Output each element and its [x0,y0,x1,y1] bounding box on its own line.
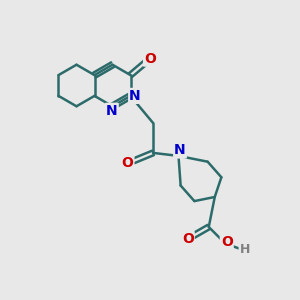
Text: N: N [129,89,141,103]
Text: O: O [182,232,194,246]
Text: H: H [240,243,250,256]
Text: O: O [221,235,233,249]
Text: O: O [144,52,156,66]
Text: N: N [106,104,118,118]
Text: N: N [174,143,186,158]
Text: O: O [122,156,134,170]
